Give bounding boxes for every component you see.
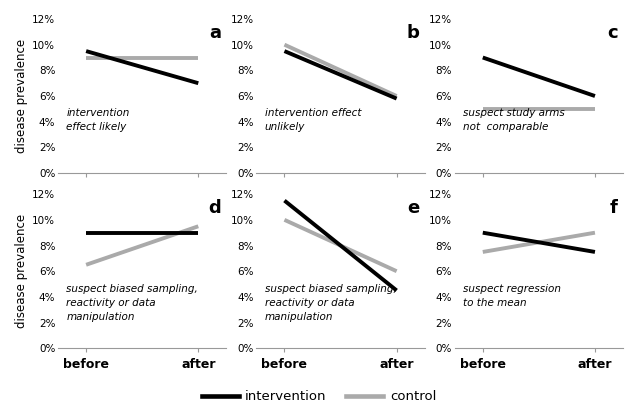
Text: e: e (408, 199, 420, 217)
Text: c: c (607, 24, 618, 42)
Text: a: a (209, 24, 221, 42)
Text: suspect regression
to the mean: suspect regression to the mean (463, 283, 561, 308)
Text: suspect biased sampling,
reactivity or data
manipulation: suspect biased sampling, reactivity or d… (265, 283, 397, 322)
Text: d: d (209, 199, 221, 217)
Text: suspect study arms
not  comparable: suspect study arms not comparable (463, 108, 565, 132)
Text: intervention effect
unlikely: intervention effect unlikely (265, 108, 361, 132)
Text: f: f (610, 199, 618, 217)
Text: suspect biased sampling,
reactivity or data
manipulation: suspect biased sampling, reactivity or d… (66, 283, 198, 322)
Y-axis label: disease prevalence: disease prevalence (15, 39, 28, 153)
Text: intervention
effect likely: intervention effect likely (66, 108, 130, 132)
Text: b: b (407, 24, 420, 42)
Legend: intervention, control: intervention, control (197, 385, 441, 408)
Y-axis label: disease prevalence: disease prevalence (15, 214, 28, 328)
